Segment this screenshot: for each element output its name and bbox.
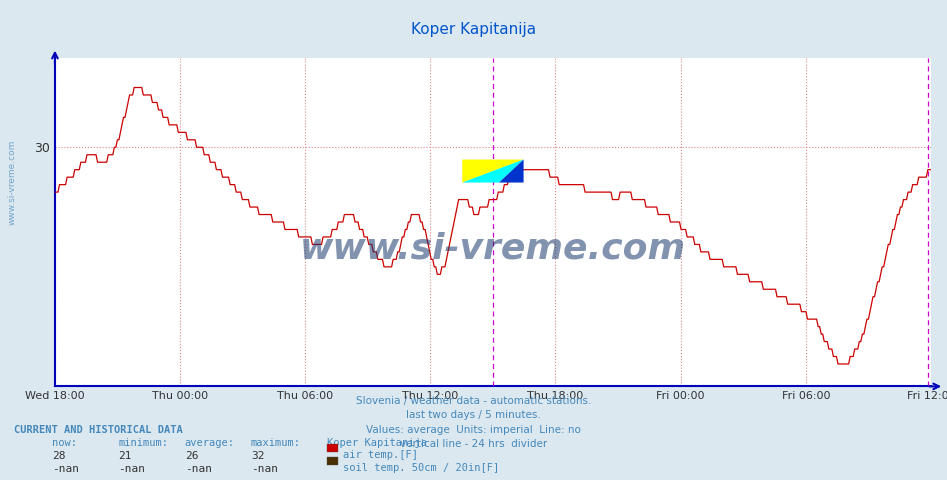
Text: air temp.[F]: air temp.[F]: [343, 450, 418, 460]
Text: 28: 28: [52, 451, 65, 461]
Text: 32: 32: [251, 451, 264, 461]
Text: -nan: -nan: [185, 464, 212, 474]
Text: CURRENT AND HISTORICAL DATA: CURRENT AND HISTORICAL DATA: [14, 425, 183, 435]
Text: Slovenia / weather data - automatic stations.: Slovenia / weather data - automatic stat…: [356, 396, 591, 406]
Text: www.si-vreme.com: www.si-vreme.com: [300, 231, 686, 265]
Polygon shape: [462, 159, 524, 182]
Text: Koper Kapitanija: Koper Kapitanija: [327, 438, 427, 448]
Text: Koper Kapitanija: Koper Kapitanija: [411, 22, 536, 36]
Text: Values: average  Units: imperial  Line: no: Values: average Units: imperial Line: no: [366, 425, 581, 435]
Text: 26: 26: [185, 451, 198, 461]
Text: last two days / 5 minutes.: last two days / 5 minutes.: [406, 410, 541, 420]
Text: -nan: -nan: [251, 464, 278, 474]
Text: -nan: -nan: [52, 464, 80, 474]
Text: minimum:: minimum:: [118, 438, 169, 448]
Text: maximum:: maximum:: [251, 438, 301, 448]
Text: 21: 21: [118, 451, 132, 461]
Text: average:: average:: [185, 438, 235, 448]
Polygon shape: [499, 159, 524, 182]
Text: www.si-vreme.com: www.si-vreme.com: [8, 140, 17, 225]
Polygon shape: [462, 159, 524, 182]
Text: -nan: -nan: [118, 464, 146, 474]
Text: soil temp. 50cm / 20in[F]: soil temp. 50cm / 20in[F]: [343, 463, 499, 473]
Text: now:: now:: [52, 438, 77, 448]
Text: vertical line - 24 hrs  divider: vertical line - 24 hrs divider: [400, 439, 547, 449]
